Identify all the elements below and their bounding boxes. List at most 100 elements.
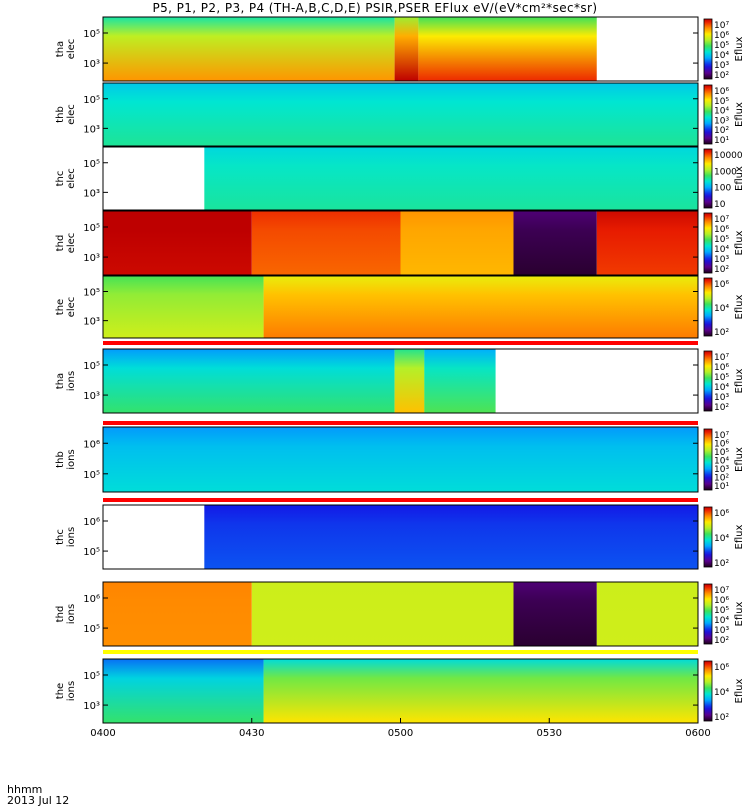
- y-tick-label: 10⁵: [83, 95, 100, 106]
- colorbar-tick-label: 10⁵: [714, 448, 729, 458]
- colorbar-label: Eflux: [734, 166, 745, 191]
- spectrogram-segment: [251, 211, 401, 275]
- spectrogram-segment: [103, 427, 698, 492]
- spectrogram-segment: [103, 659, 264, 723]
- flag-bar: [103, 498, 698, 502]
- flag-bar: [103, 421, 698, 425]
- colorbar-label: Eflux: [734, 102, 745, 127]
- colorbar-tick-label: 10⁴: [714, 304, 729, 314]
- colorbar-tick-label: 10⁴: [714, 534, 729, 544]
- colorbar-tick-label: 10²: [714, 713, 729, 723]
- x-tick-label: 0600: [685, 728, 710, 739]
- y-tick-label: 10³: [83, 59, 100, 70]
- colorbar-tick-label: 10⁷: [714, 215, 729, 225]
- colorbar-label: Eflux: [734, 36, 745, 61]
- colorbar-label: Eflux: [734, 447, 745, 472]
- panel-thc-elec: 10⁵ 10³ thc elec 10000 1000 100 10 Eflux: [55, 146, 745, 211]
- y-tick-label: 10³: [83, 124, 100, 135]
- y-tick-label: 10³: [83, 391, 100, 402]
- colorbar-tick-label: 10²: [714, 71, 729, 81]
- colorbar: [703, 428, 713, 491]
- y-tick-label: 10⁶: [83, 439, 100, 450]
- plot-frame: [102, 348, 699, 414]
- panel-label-probe: thb: [55, 106, 66, 123]
- colorbar-tick-label: 10⁵: [714, 373, 729, 383]
- spectrogram-segment: [596, 211, 698, 275]
- colorbar: [703, 660, 713, 722]
- y-tick-label: 10³: [83, 317, 100, 328]
- panel-label-probe: thb: [55, 451, 66, 468]
- no-data-region: [596, 17, 698, 81]
- flag-bar: [103, 650, 698, 654]
- plot-frame: [102, 146, 699, 211]
- panel-label-species: elec: [66, 297, 77, 318]
- colorbar-tick-label: 10⁴: [714, 688, 729, 698]
- y-tick-label: 10⁵: [83, 29, 100, 40]
- panel-label-species: ions: [66, 371, 77, 391]
- plot-frame: [102, 82, 699, 147]
- panel-label-species: ions: [66, 681, 77, 701]
- colorbar-tick-label: 10³: [714, 465, 729, 475]
- colorbar-tick-label: 10³: [714, 626, 729, 636]
- panel-label-species: elec: [66, 168, 77, 189]
- colorbar-label: Eflux: [734, 368, 745, 393]
- spectrogram-segment: [204, 505, 698, 569]
- panel-the-ions: 10⁵ 10³ the ions 10⁶ 10⁴ 10² Eflux: [55, 658, 745, 724]
- colorbar-tick-label: 10³: [714, 116, 729, 126]
- colorbar-label: Eflux: [734, 601, 745, 626]
- y-tick-label: 10⁶: [83, 594, 100, 605]
- panel-label-species: ions: [66, 604, 77, 624]
- colorbar-tick-label: 10⁶: [714, 596, 729, 606]
- plot-frame: [102, 426, 699, 493]
- colorbar-tick-label: 10¹: [714, 482, 729, 492]
- y-tick-label: 10⁵: [83, 624, 100, 635]
- spectrogram-segment: [251, 582, 514, 646]
- colorbar-tick-label: 10: [714, 200, 726, 210]
- no-data-region: [103, 505, 205, 569]
- colorbar-tick-label: 10⁵: [714, 41, 729, 51]
- colorbar-tick-label: 10³: [714, 255, 729, 265]
- y-tick-label: 10³: [83, 253, 100, 264]
- plot-frame: [102, 275, 699, 339]
- spectrogram-segment: [103, 83, 698, 146]
- panel-label-probe: thd: [55, 606, 66, 623]
- x-tick-label: 0500: [388, 728, 413, 739]
- colorbar-tick-label: 10000: [714, 151, 743, 161]
- plot-frame: [102, 504, 699, 570]
- panel-label-probe: thd: [55, 235, 66, 252]
- colorbar: [703, 212, 713, 274]
- panel-label-probe: thc: [55, 171, 66, 187]
- spectrogram-segment: [400, 211, 514, 275]
- colorbar-tick-label: 10⁴: [714, 245, 729, 255]
- colorbar-tick-label: 10⁴: [714, 457, 729, 467]
- colorbar-tick-label: 10²: [714, 559, 729, 569]
- panel-label-species: elec: [66, 233, 77, 254]
- colorbar-tick-label: 10⁴: [714, 616, 729, 626]
- panel-label-species: elec: [66, 39, 77, 60]
- panel-the-elec: 10⁵ 10³ the elec 10⁶ 10⁴ 10² Eflux: [55, 275, 745, 339]
- plot-frame: [102, 16, 699, 82]
- y-tick-label: 10⁵: [83, 159, 100, 170]
- colorbar-tick-label: 10²: [714, 265, 729, 275]
- panel-label-probe: tha: [55, 41, 66, 57]
- spectrogram-segment: [263, 659, 698, 723]
- colorbar-tick-label: 10⁵: [714, 235, 729, 245]
- y-tick-label: 10³: [83, 188, 100, 199]
- colorbar-tick-label: 10⁶: [714, 663, 729, 673]
- colorbar-label: Eflux: [734, 524, 745, 549]
- colorbar-tick-label: 10²: [714, 474, 729, 484]
- colorbar-tick-label: 10⁴: [714, 107, 729, 117]
- colorbar-tick-label: 10⁶: [714, 363, 729, 373]
- spectrogram-segment: [103, 17, 395, 81]
- colorbar-tick-label: 1000: [714, 167, 737, 177]
- colorbar: [703, 583, 713, 645]
- y-tick-label: 10⁵: [83, 288, 100, 299]
- colorbar-tick-label: 10³: [714, 61, 729, 71]
- spectrogram-segment: [418, 17, 597, 81]
- y-tick-label: 10³: [83, 701, 100, 712]
- spectrogram-segment: [596, 582, 698, 646]
- spectrogram-segment: [513, 211, 597, 275]
